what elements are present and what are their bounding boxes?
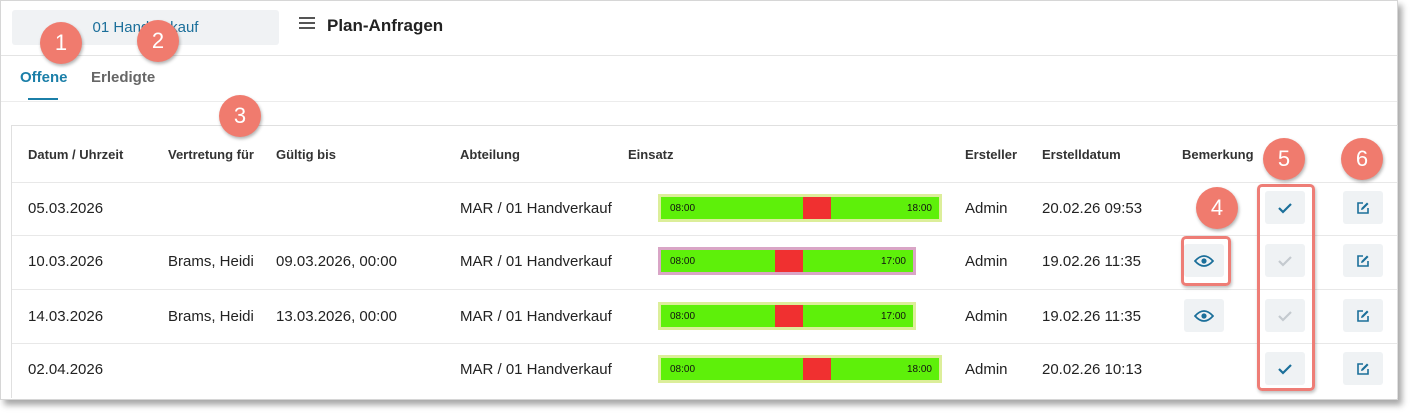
- check-icon: [1278, 363, 1292, 375]
- col-header-ersteller: Ersteller: [965, 147, 1018, 162]
- callout-4: 4: [1196, 187, 1238, 229]
- callout-6: 6: [1341, 138, 1383, 180]
- page-title: Plan-Anfragen: [327, 16, 444, 35]
- edit-button[interactable]: [1343, 299, 1383, 332]
- einsatz-bar: 08:00 18:00: [658, 355, 942, 383]
- app-window: 01 Handverkauf Plan-Anfragen Offene Erle…: [0, 0, 1398, 400]
- break-segment: [775, 305, 803, 327]
- einsatz-end: 17:00: [880, 256, 906, 267]
- col-header-vertretung: Vertretung für: [168, 147, 254, 162]
- cell-ersteller: Admin: [965, 308, 1008, 325]
- check-icon: [1278, 202, 1292, 214]
- row-divider: [12, 235, 1397, 236]
- break-segment: [803, 358, 831, 380]
- check-icon: [1278, 310, 1292, 322]
- cell-erstelldatum: 20.02.26 09:53: [1042, 200, 1143, 217]
- approve-button[interactable]: [1265, 299, 1305, 332]
- row-divider: [12, 182, 1397, 183]
- row-divider: [12, 289, 1397, 290]
- callout-2: 2: [137, 20, 179, 62]
- cell-erstelldatum: 19.02.26 11:35: [1042, 308, 1141, 325]
- cell-erstelldatum: 19.02.26 11:35: [1042, 253, 1141, 270]
- callout-3: 3: [219, 95, 261, 137]
- highlight-remark: [1181, 236, 1231, 286]
- einsatz-start: 08:00: [670, 311, 696, 322]
- einsatz-bar: 08:00 17:00: [658, 247, 916, 275]
- cell-vertretung: Brams, Heidi: [168, 308, 254, 325]
- tab-erledigte[interactable]: Erledigte: [91, 69, 156, 86]
- callout-5: 5: [1263, 138, 1305, 180]
- cell-ersteller: Admin: [965, 361, 1008, 378]
- einsatz-end: 18:00: [906, 364, 932, 375]
- callout-1: 1: [40, 22, 82, 64]
- col-header-abteilung: Abteilung: [460, 147, 520, 162]
- edit-icon: [1357, 254, 1369, 267]
- row-divider: [12, 343, 1397, 344]
- cell-gueltig: 13.03.2026, 00:00: [276, 308, 397, 325]
- header-divider: [1, 55, 1397, 56]
- cell-abteilung: MAR / 01 Handverkauf: [460, 361, 612, 378]
- cell-datum: 05.03.2026: [28, 200, 104, 217]
- cell-vertretung: Brams, Heidi: [168, 253, 254, 270]
- cell-ersteller: Admin: [965, 253, 1008, 270]
- col-header-einsatz: Einsatz: [628, 147, 674, 162]
- cell-datum: 10.03.2026: [28, 253, 104, 270]
- active-tab-indicator: [28, 98, 58, 100]
- col-header-bemerkung: Bemerkung: [1182, 147, 1254, 162]
- edit-icon: [1357, 201, 1369, 214]
- cell-abteilung: MAR / 01 Handverkauf: [460, 253, 612, 270]
- cell-erstelldatum: 20.02.26 10:13: [1042, 361, 1143, 378]
- tabs-divider: [1, 101, 1397, 102]
- hamburger-icon[interactable]: [299, 17, 315, 31]
- cell-gueltig: 09.03.2026, 00:00: [276, 253, 397, 270]
- remark-button[interactable]: [1184, 244, 1224, 277]
- col-header-erstelldatum: Erstelldatum: [1042, 147, 1121, 162]
- einsatz-start: 08:00: [670, 203, 696, 214]
- edit-icon: [1357, 309, 1369, 322]
- einsatz-bar: 08:00 17:00: [658, 302, 916, 330]
- highlight-approve-column: [1257, 184, 1315, 391]
- cell-datum: 14.03.2026: [28, 308, 104, 325]
- cell-datum: 02.04.2026: [28, 361, 104, 378]
- approve-button[interactable]: [1265, 352, 1305, 385]
- einsatz-bar: 08:00 18:00: [658, 194, 942, 222]
- eye-icon: [1194, 309, 1214, 322]
- break-segment: [775, 250, 803, 272]
- break-segment: [803, 197, 831, 219]
- einsatz-start: 08:00: [670, 364, 696, 375]
- col-header-datum: Datum / Uhrzeit: [28, 147, 124, 162]
- einsatz-end: 17:00: [880, 311, 906, 322]
- approve-button[interactable]: [1265, 244, 1305, 277]
- remark-button[interactable]: [1184, 299, 1224, 332]
- edit-icon: [1357, 362, 1369, 375]
- cell-abteilung: MAR / 01 Handverkauf: [460, 200, 612, 217]
- edit-button[interactable]: [1343, 244, 1383, 277]
- approve-button[interactable]: [1265, 191, 1305, 224]
- tab-offene[interactable]: Offene: [20, 69, 68, 86]
- col-header-gueltig: Gültig bis: [276, 147, 336, 162]
- edit-button[interactable]: [1343, 191, 1383, 224]
- edit-button[interactable]: [1343, 352, 1383, 385]
- cell-abteilung: MAR / 01 Handverkauf: [460, 308, 612, 325]
- cell-ersteller: Admin: [965, 200, 1008, 217]
- einsatz-end: 18:00: [906, 203, 932, 214]
- einsatz-start: 08:00: [670, 256, 696, 267]
- requests-table: Datum / Uhrzeit Vertretung für Gültig bi…: [11, 125, 1398, 398]
- check-icon: [1278, 255, 1292, 267]
- eye-icon: [1194, 254, 1214, 267]
